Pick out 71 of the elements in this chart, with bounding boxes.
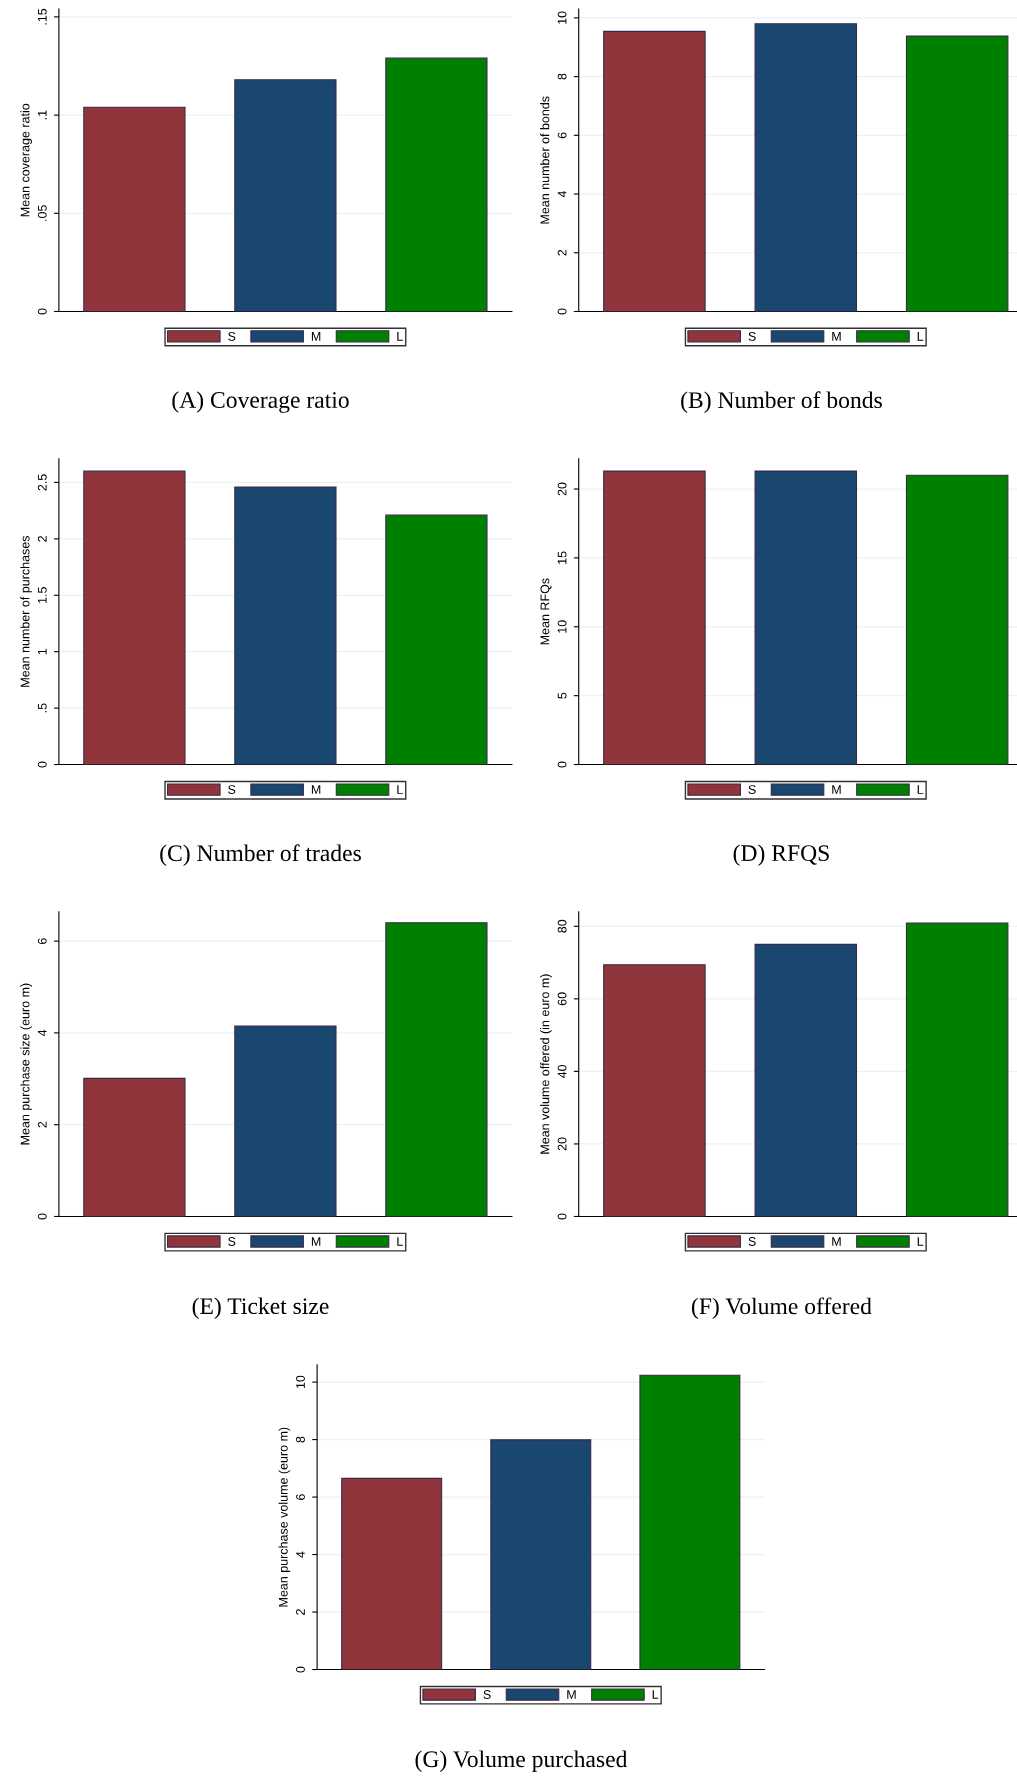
y-tick-label: 5: [557, 692, 567, 699]
y-tick-label: 10: [557, 11, 567, 24]
legend-label: M: [832, 1237, 841, 1246]
y-axis-title: Mean volume offered (in euro m): [540, 974, 552, 1154]
legend-label: L: [397, 1237, 403, 1246]
y-tick-label: 10: [296, 1375, 305, 1389]
y-tick-label: .15: [37, 8, 47, 25]
y-tick-label: 8: [557, 73, 567, 80]
y-tick-label: 2: [296, 1609, 305, 1615]
y-tick-label: 0: [37, 308, 47, 315]
y-tick-label: 0: [557, 308, 567, 315]
y-tick-label: 0: [557, 1213, 567, 1220]
y-tick-label: 2: [37, 536, 47, 542]
y-tick-label: 15: [557, 551, 567, 564]
y-tick-label: 0: [296, 1666, 305, 1673]
y-axis-title: Mean number of bonds: [540, 96, 550, 224]
y-tick-label: 6: [296, 1494, 305, 1500]
y-axis-title: Mean purchase size (euro m): [20, 983, 32, 1145]
legend-label: L: [397, 785, 403, 794]
legend-label: S: [228, 331, 236, 341]
legend-label: L: [917, 332, 924, 341]
y-tick-label: 2.5: [37, 474, 47, 491]
y-tick-label: 8: [296, 1436, 305, 1443]
y-tick-label: 20: [557, 1137, 567, 1151]
text: (B) Number of bonds: [681, 391, 882, 413]
legend-label: M: [311, 785, 321, 794]
y-tick-label: 40: [557, 1064, 567, 1079]
y-tick-label: 80: [557, 919, 567, 933]
legend-label: S: [748, 1237, 756, 1246]
legend-label: M: [832, 332, 841, 341]
legend-label: S: [748, 785, 756, 794]
y-tick-label: 2: [557, 249, 567, 256]
text: (F) Volume offered: [691, 1297, 872, 1320]
y-axis-title: Mean RFQs: [540, 578, 552, 645]
text: (G) Volume purchased: [415, 1750, 628, 1772]
y-tick-label: 0: [37, 1213, 47, 1220]
y-tick-label: 4: [557, 190, 567, 198]
y-tick-label: 2: [37, 1121, 47, 1128]
y-tick-label: 4: [37, 1029, 47, 1037]
y-tick-label: 6: [557, 132, 567, 139]
legend-label: M: [832, 785, 841, 794]
text: (A) Coverage ratio: [172, 391, 349, 413]
y-tick-label: 0: [557, 761, 567, 768]
y-tick-label: 4: [296, 1551, 305, 1558]
text: (D) RFQS: [733, 844, 829, 866]
y-tick-label: 1: [37, 648, 47, 655]
legend-label: S: [483, 1690, 491, 1699]
legend-label: S: [228, 785, 236, 794]
y-tick-label: .05: [37, 205, 47, 221]
y-axis-title: Mean purchase volume (euro m): [278, 1427, 291, 1607]
y-tick-label: .5: [37, 703, 47, 713]
legend-label: S: [228, 1237, 236, 1246]
legend-label: M: [567, 1690, 576, 1699]
y-tick-label: .1: [37, 110, 47, 120]
y-tick-label: 10: [557, 620, 567, 633]
text: (E) Ticket size: [192, 1297, 329, 1319]
text: (C) Number of trades: [160, 844, 361, 866]
y-tick-label: 1.5: [37, 587, 47, 603]
legend-label: L: [917, 785, 924, 794]
legend-label: M: [311, 332, 321, 341]
y-tick-label: 0: [37, 761, 47, 768]
y-axis-title: Mean number of purchases: [20, 535, 32, 687]
y-tick-label: 20: [557, 482, 567, 496]
legend-label: L: [652, 1690, 659, 1699]
legend-label: M: [311, 1237, 321, 1246]
y-tick-label: 60: [557, 992, 567, 1006]
legend-label: L: [917, 1237, 924, 1246]
legend-label: S: [748, 331, 756, 341]
y-axis-title: Mean coverage ratio: [20, 103, 32, 217]
legend-label: L: [397, 332, 403, 341]
y-tick-label: 6: [37, 938, 47, 944]
